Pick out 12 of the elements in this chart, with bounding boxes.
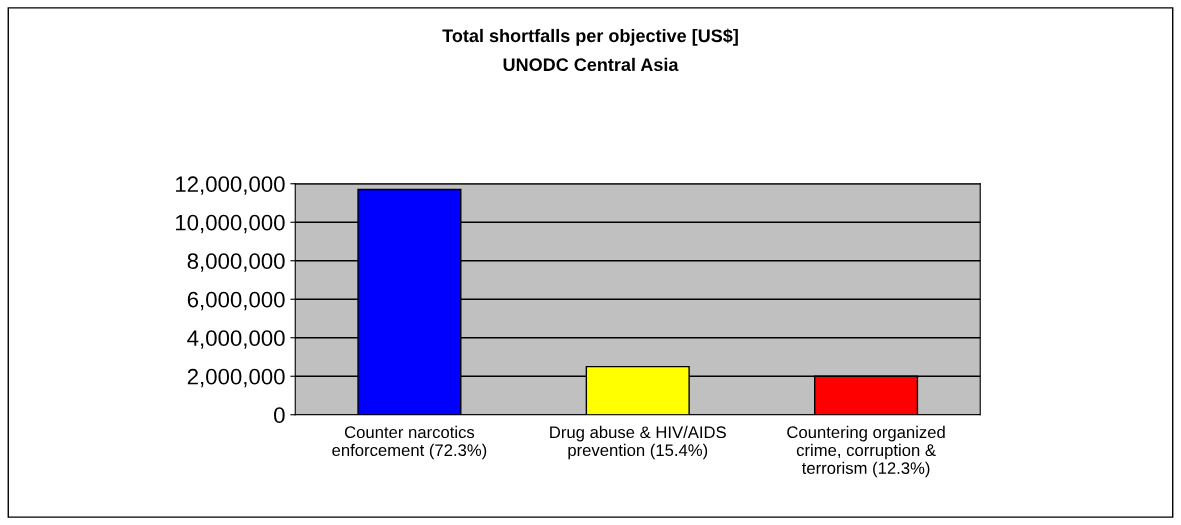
x-tick-label: Countering organized crime, corruption & terrorism (12.3%) <box>787 425 945 478</box>
y-tick-label: 10,000,000 <box>176 214 285 234</box>
y-tick-label: 4,000,000 <box>187 330 285 349</box>
y-tick-label: 12,000,000 <box>176 176 285 195</box>
y-tick-label: 8,000,000 <box>187 253 285 272</box>
y-tick-label: 2,000,000 <box>187 368 285 388</box>
x-tick-label: Drug abuse & HIV/AIDS prevention (15.4%) <box>550 425 726 460</box>
x-tick-label: Counter narcotics enforcement (72.3%) <box>332 425 487 460</box>
y-tick-label: 6,000,000 <box>187 291 285 311</box>
chart-title: Total shortfalls per objective [US$] <box>442 28 738 46</box>
chart-subtitle: UNODC Central Asia <box>503 57 679 72</box>
y-tick-label: 0 <box>274 407 285 424</box>
